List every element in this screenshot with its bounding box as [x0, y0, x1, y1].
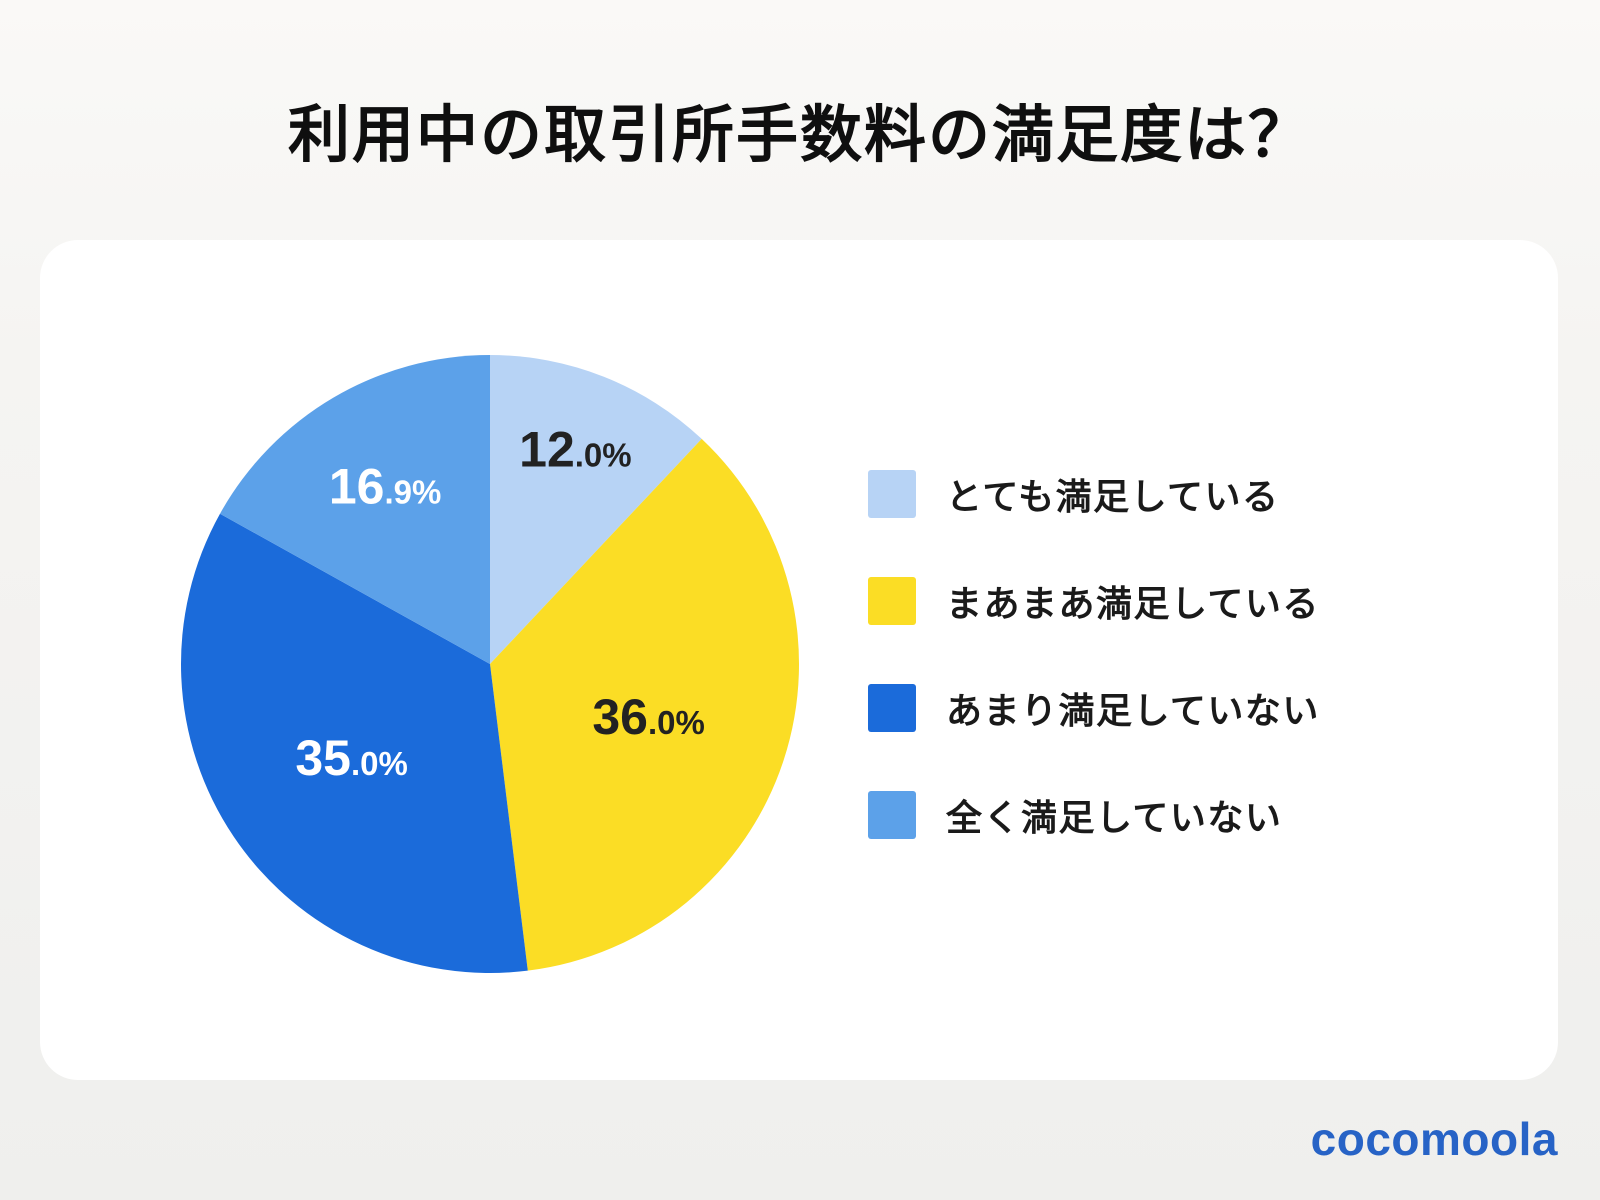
pie-slice-2	[180, 513, 528, 974]
pie-slice-label-3: 16.9%	[329, 459, 442, 515]
chart-title: 利用中の取引所手数料の満足度は？	[287, 101, 1312, 170]
legend-label-1: まあまあ満足している	[946, 583, 1320, 624]
brand-logo: cocomoola	[1310, 1113, 1558, 1165]
legend-label-3: 全く満足していない	[946, 797, 1283, 838]
legend-item-0: とても満足している	[868, 470, 1320, 518]
legend-swatch-0	[868, 470, 916, 518]
chart-legend: とても満足している まあまあ満足している あまり満足していない 全く満足していない	[868, 470, 1320, 898]
pie-slice-3	[220, 355, 490, 664]
pie-slice-0	[490, 355, 702, 664]
legend-label-2: あまり満足していない	[946, 690, 1320, 731]
legend-swatch-2	[868, 684, 916, 732]
legend-swatch-3	[868, 791, 916, 839]
pie-slice-label-0: 12.0%	[519, 422, 632, 478]
legend-swatch-1	[868, 577, 916, 625]
legend-item-1: まあまあ満足している	[868, 577, 1320, 625]
pie-slice-label-1: 36.0%	[592, 689, 704, 745]
pie-slice-1	[490, 438, 800, 971]
legend-item-3: 全く満足していない	[868, 791, 1320, 839]
legend-item-2: あまり満足していない	[868, 684, 1320, 732]
legend-label-0: とても満足している	[946, 476, 1280, 517]
pie-chart: 12.0% 36.0% 35.0% 16.9%	[180, 355, 800, 974]
pie-slice-label-2: 35.0%	[295, 730, 408, 786]
